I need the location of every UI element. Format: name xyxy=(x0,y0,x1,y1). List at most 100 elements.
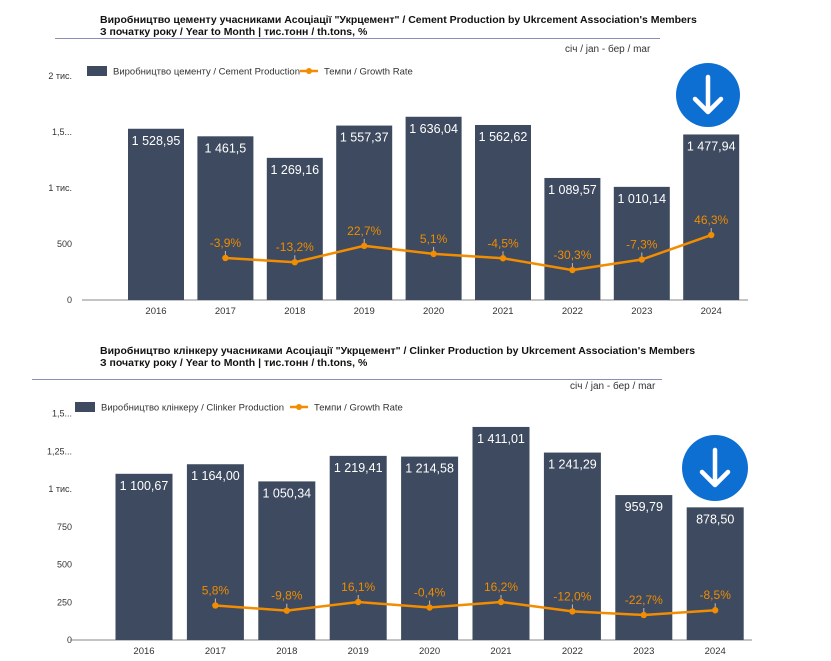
chart1-growth-point xyxy=(499,255,507,262)
chart2-x-tick-label: 2017 xyxy=(205,646,226,657)
chart1-x-tick-label: 2021 xyxy=(492,306,513,317)
chart1-growth-point xyxy=(638,256,645,263)
chart1-down-arrow-icon xyxy=(692,74,724,115)
chart2-growth-label: -12,0% xyxy=(553,589,591,603)
chart1-bar xyxy=(197,136,254,300)
chart2-x-tick-label: 2020 xyxy=(419,646,440,657)
chart2-bar-value-label: 1 219,41 xyxy=(334,461,383,475)
chart2-bar xyxy=(686,507,744,640)
chart1-bar xyxy=(128,128,184,300)
chart2-subtitle: З початку року / Year to Month | тис.тон… xyxy=(100,357,368,369)
chart2-bar-value-label: 1 214,58 xyxy=(405,462,454,476)
chart1-bar-value-label: 1 528,95 xyxy=(132,134,181,148)
chart2-y-tick-label: 1,25... xyxy=(47,446,72,456)
chart2-growth-point xyxy=(426,604,433,611)
chart2-bar xyxy=(401,456,459,640)
chart2-x-tick-label: 2016 xyxy=(133,646,154,657)
chart2-bar-value-label: 878,50 xyxy=(696,512,734,526)
chart1-period: січ / jan - бер / mar xyxy=(565,44,651,55)
chart1-bar xyxy=(613,186,670,300)
chart1-bar xyxy=(544,177,601,300)
chart2-bar xyxy=(329,455,387,640)
chart1-x-tick-label: 2016 xyxy=(145,306,166,317)
chart1-bar-value-label: 1 089,57 xyxy=(548,183,597,197)
chart1-growth-label: -7,3% xyxy=(626,238,658,252)
chart1-growth-point xyxy=(361,242,368,250)
chart1-y-tick-label: 500 xyxy=(57,239,72,249)
chart2-x-tick-label: 2022 xyxy=(562,646,583,657)
chart1-growth-label: 5,1% xyxy=(420,232,448,246)
chart2-bar xyxy=(186,464,244,640)
chart1-growth-point xyxy=(708,231,715,239)
chart2-divider xyxy=(32,379,662,380)
chart2-x-tick-label: 2023 xyxy=(633,646,654,657)
chart2-bar-value-label: 959,79 xyxy=(625,500,663,514)
chart2-x-tick-label: 2024 xyxy=(705,646,726,657)
chart1-bar-value-label: 1 477,94 xyxy=(687,139,736,153)
chart2-bar xyxy=(258,481,316,640)
chart2-x-tick-label: 2018 xyxy=(276,646,297,657)
chart1-bar xyxy=(336,125,393,301)
chart2-growth-point xyxy=(283,607,290,614)
chart2-y-tick-label: 500 xyxy=(57,560,72,570)
chart1-x-tick-label: 2020 xyxy=(423,306,444,317)
chart2-growth-label: -8,5% xyxy=(700,588,732,602)
chart2-bar xyxy=(615,495,673,640)
chart2-x-tick-label: 2021 xyxy=(490,646,511,657)
chart1-legend-line-label: Темпи / Growth Rate xyxy=(324,67,413,78)
chart2-growth-label: -9,8% xyxy=(271,589,303,603)
chart2-growth-label: 16,1% xyxy=(341,580,375,594)
chart2-growth-point xyxy=(212,602,219,609)
chart2-y-tick-label: 1 тис. xyxy=(48,484,72,494)
chart1-y-tick-label: 2 тис. xyxy=(48,71,72,81)
chart1-bar xyxy=(266,157,323,300)
chart1-growth-point xyxy=(569,266,576,274)
chart1-growth-line xyxy=(225,233,712,272)
chart2-y-tick-label: 1,5... xyxy=(52,409,72,419)
chart2-growth-point xyxy=(569,608,576,615)
chart2-growth-point xyxy=(355,598,362,606)
chart2-legend-line-marker xyxy=(296,404,302,410)
chart1-growth-label: -13,2% xyxy=(276,240,314,254)
chart1-bar-value-label: 1 010,14 xyxy=(617,192,666,206)
chart2-x-tick-label: 2019 xyxy=(348,646,369,657)
chart1-growth-point xyxy=(222,254,229,262)
chart1-growth-point xyxy=(430,250,437,258)
chart1-growth-label: -30,3% xyxy=(553,248,591,262)
chart2-growth-point xyxy=(712,607,719,614)
chart1-y-tick-label: 0 xyxy=(67,295,72,305)
chart1-growth-point xyxy=(291,259,298,266)
chart2-bar xyxy=(115,473,173,640)
chart2-growth-point xyxy=(640,611,647,619)
chart1-x-tick-label: 2017 xyxy=(215,306,236,317)
chart1-bar xyxy=(683,134,740,300)
chart1-bar-value-label: 1 557,37 xyxy=(340,131,389,145)
chart1-x-tick-label: 2022 xyxy=(562,306,583,317)
chart2-down-arrow-icon xyxy=(699,447,731,488)
chart1-x-tick-label: 2019 xyxy=(354,306,375,317)
chart1-y-tick-label: 1,5... xyxy=(52,127,72,137)
chart1-x-tick-label: 2023 xyxy=(631,306,652,317)
chart2-bar-value-label: 1 241,29 xyxy=(548,458,597,472)
chart2-y-tick-label: 250 xyxy=(57,597,72,607)
chart1-bar xyxy=(475,124,531,300)
chart1-divider xyxy=(55,38,660,39)
chart1-growth-label: -3,9% xyxy=(210,236,242,250)
chart2-growth-label: -0,4% xyxy=(414,586,446,600)
chart1-growth-label: 22,7% xyxy=(347,224,381,238)
chart2-bar-value-label: 1 411,01 xyxy=(477,432,525,446)
chart1-legend-bar-swatch xyxy=(87,66,107,76)
chart1-growth-label: -4,5% xyxy=(487,236,519,250)
chart2-legend-bar-swatch xyxy=(75,402,95,412)
chart2-legend-bar-label: Виробництво клінкеру / Clinker Productio… xyxy=(101,403,284,414)
chart2-bar xyxy=(472,426,530,640)
chart1-subtitle: З початку року / Year to Month | тис.тон… xyxy=(100,26,368,38)
chart2-growth-label: 16,2% xyxy=(484,580,518,594)
chart1-growth-label: 46,3% xyxy=(694,213,728,227)
chart1-bar-value-label: 1 461,5 xyxy=(205,141,247,155)
chart2-growth-label: -22,7% xyxy=(625,593,663,607)
chart1-title: Виробництво цементу учасниками Асоціації… xyxy=(100,14,697,26)
chart2-period: січ / jan - бер / mar xyxy=(570,381,656,392)
chart1-legend-line-marker xyxy=(306,68,312,74)
